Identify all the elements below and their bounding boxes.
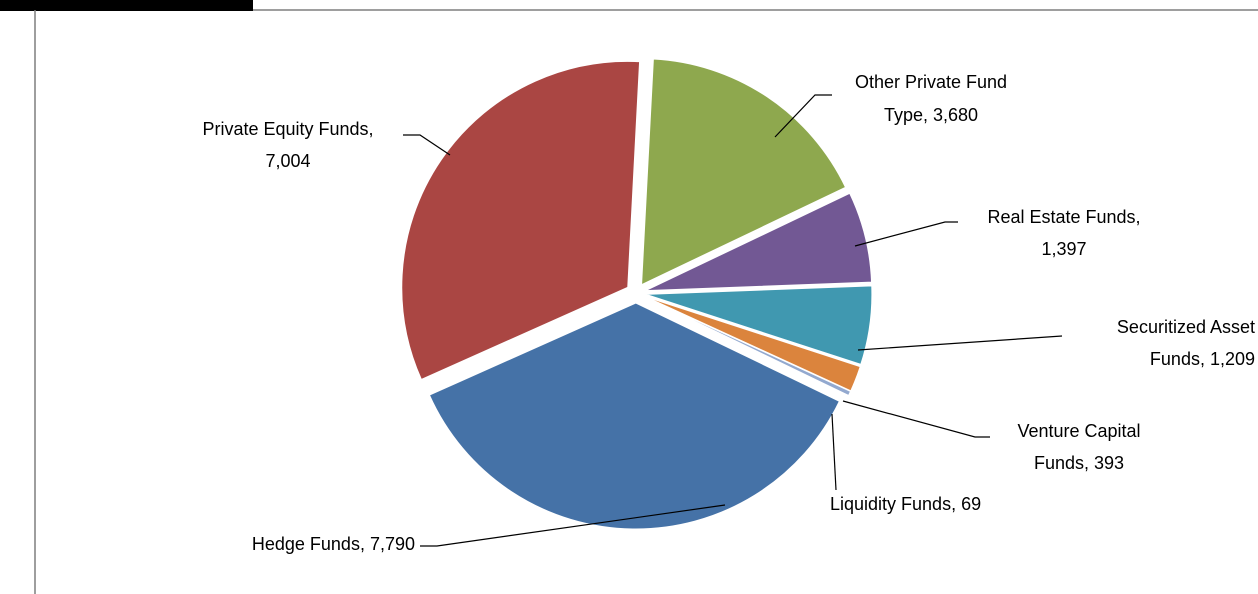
label-line: Other Private Fund <box>855 72 1012 92</box>
data-label-name: Real Estate Funds, <box>987 207 1140 227</box>
label-line: Type, <box>884 105 928 125</box>
pie-slice <box>644 296 852 397</box>
data-labels: Other Private Fund Type, 3,680 Real Estate… <box>202 72 1258 554</box>
leader-line <box>403 134 451 156</box>
data-label-value: 69 <box>961 494 981 514</box>
leader-line <box>857 335 1063 351</box>
data-label-value: 7,790 <box>370 534 415 554</box>
pie-slice <box>645 285 873 366</box>
pie-slice <box>641 58 847 286</box>
data-label-value: 393 <box>1094 453 1124 473</box>
pie-slice <box>428 302 841 530</box>
leader-line <box>774 94 832 138</box>
leader-line <box>842 400 990 438</box>
pie-slice <box>401 60 641 381</box>
pie <box>401 58 873 530</box>
data-label-value: 1,209 <box>1210 349 1255 369</box>
label-line: Real Estate Funds, <box>987 207 1140 227</box>
label-line: Funds, <box>1150 349 1205 369</box>
data-label-name: Liquidity Funds, <box>830 494 956 514</box>
data-label-name: Private Equity Funds, <box>202 119 373 139</box>
data-label-value: 3,680 <box>933 105 978 125</box>
label-line: Liquidity Funds, <box>830 494 956 514</box>
pie-slice <box>645 192 873 292</box>
data-label-name: Securitized Asset Funds, <box>1117 317 1258 369</box>
label-line: Hedge Funds, <box>252 534 365 554</box>
header-bar <box>0 0 253 11</box>
leader-line <box>420 504 726 547</box>
data-label-name: Other Private Fund Type, <box>855 72 1012 125</box>
label-line: Securitized Asset <box>1117 317 1258 337</box>
data-label-name: Hedge Funds, <box>252 534 365 554</box>
pie-slice <box>645 296 861 392</box>
leader-line <box>854 221 958 247</box>
label-line: Private Equity Funds, <box>202 119 373 139</box>
label-line: Funds, <box>1034 453 1089 473</box>
leader-line <box>831 413 837 491</box>
label-line: Venture Capital <box>1017 421 1145 441</box>
data-label-value: 1,397 <box>1041 239 1086 259</box>
data-label-name: Venture Capital Funds, <box>1017 421 1145 473</box>
data-label-value: 7,004 <box>265 151 310 171</box>
